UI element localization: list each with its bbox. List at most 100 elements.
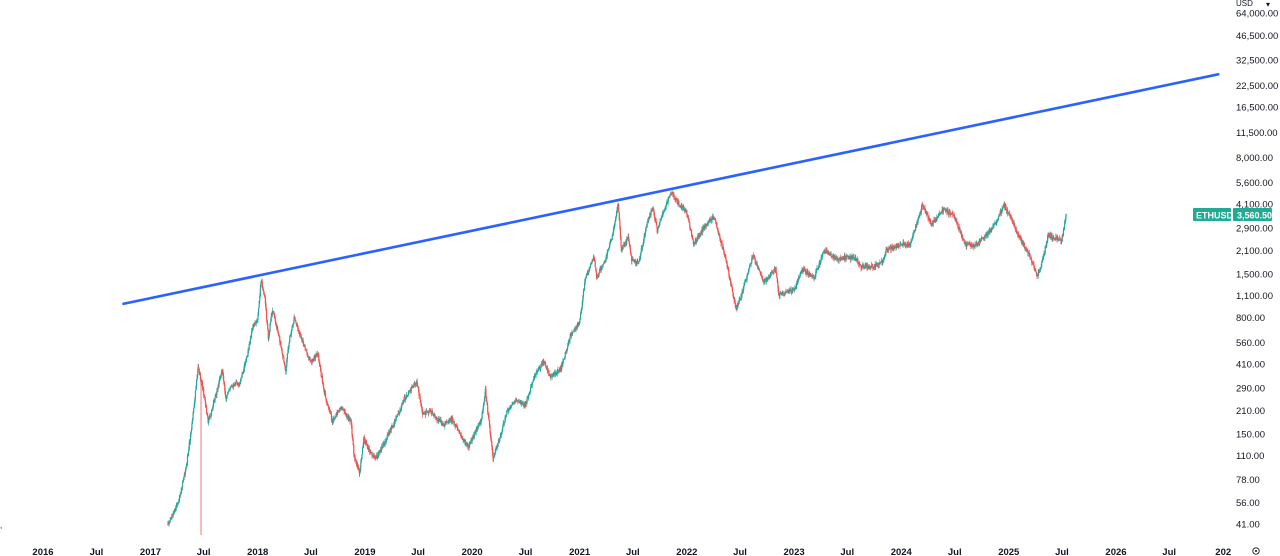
candle-body	[199, 373, 202, 380]
candle-body	[261, 281, 263, 283]
candle-body	[660, 219, 662, 221]
candle-body	[797, 277, 800, 281]
candle-body	[845, 256, 847, 259]
candle-body	[322, 381, 324, 385]
candle-body	[1040, 266, 1042, 269]
candle-body	[196, 375, 198, 380]
candle-body	[814, 276, 816, 279]
candle-body	[295, 320, 297, 323]
candle-body	[317, 353, 319, 355]
candle-body	[989, 229, 992, 233]
candle-body	[916, 222, 918, 226]
symbol-tag-box	[1193, 208, 1231, 221]
candle-body	[758, 268, 761, 271]
candle-body	[843, 257, 845, 259]
candle-body	[176, 503, 179, 505]
candle-body	[605, 256, 607, 260]
candle-body	[399, 410, 401, 413]
candle-body	[759, 270, 761, 272]
candle-body	[256, 319, 259, 321]
candle-body	[583, 289, 585, 291]
candle-body	[900, 244, 902, 245]
candle-body	[175, 507, 177, 511]
candle-body	[663, 211, 665, 213]
candle-body	[536, 370, 538, 374]
candle-body	[412, 385, 414, 388]
candle-body	[204, 400, 207, 405]
candle-body	[620, 236, 622, 247]
candle-body	[504, 417, 506, 423]
candle-body	[502, 426, 504, 431]
candle-body	[252, 326, 254, 328]
candle-body	[745, 279, 747, 281]
price-tick-label: 41.00	[1236, 520, 1260, 531]
candle-body	[1045, 242, 1047, 248]
candle-body	[1035, 270, 1037, 273]
candle-body	[779, 293, 781, 296]
price-axis[interactable]: 64,000.00 46,500.00 32,500.00 22,500.00 16,5…	[1236, 9, 1278, 531]
candle-body	[777, 288, 780, 294]
candle-body	[491, 446, 494, 453]
candle-body	[872, 265, 874, 269]
candle-body	[673, 198, 676, 199]
candle-body	[692, 239, 694, 244]
candle-body	[557, 370, 560, 372]
candle-body	[401, 403, 403, 406]
candle-body	[230, 385, 232, 388]
candle-body	[1005, 205, 1007, 210]
candle-body	[856, 258, 859, 262]
scale-settings-icon[interactable]	[1252, 547, 1260, 555]
candle-body	[668, 197, 670, 199]
time-axis[interactable]: 2016 Jul 2017 Jul 2018 Jul 2019 Jul 2020 Jul 2021 J…	[32, 547, 1231, 556]
candle-body	[193, 403, 195, 409]
candle-body	[816, 268, 818, 270]
trendline[interactable]	[122, 73, 1220, 306]
candle-body	[950, 213, 953, 215]
candle-body	[657, 227, 659, 233]
candle-body	[1035, 272, 1037, 274]
candle-body	[229, 388, 231, 391]
candle-body	[736, 305, 738, 310]
candle-body	[613, 227, 615, 230]
candle-body	[690, 230, 693, 237]
candle-body	[444, 423, 446, 427]
candle-body	[321, 376, 323, 382]
candle-body	[564, 352, 566, 358]
candle-body	[1051, 235, 1053, 238]
price-tick-label: 56.00	[1236, 498, 1260, 509]
candle-body	[957, 222, 959, 228]
candle-body	[553, 374, 555, 376]
candle-body	[1057, 239, 1060, 241]
candle-body	[684, 209, 686, 211]
candle-body	[292, 323, 294, 326]
candle-body	[274, 318, 276, 323]
candle-body	[996, 220, 998, 222]
price-tick-label: 210.00	[1236, 406, 1265, 417]
candle-body	[810, 275, 813, 277]
candle-body	[255, 322, 257, 324]
candle-body	[686, 210, 688, 215]
candle-body	[658, 222, 661, 226]
candle-body	[534, 375, 536, 376]
candle-body	[1062, 235, 1064, 237]
candle-body	[601, 266, 603, 267]
candle-body	[792, 289, 795, 290]
candle-body	[250, 331, 253, 338]
candle-body	[808, 273, 810, 276]
candle-body	[499, 437, 501, 442]
candle-body	[703, 225, 706, 230]
candle-body	[418, 389, 420, 396]
price-tick-label: 1,100.00	[1236, 291, 1273, 302]
currency-dropdown-icon[interactable]: ▾	[1266, 0, 1270, 9]
symbol-tag: ETHUSD	[1196, 211, 1234, 221]
candle-body	[353, 444, 355, 454]
candle-body	[452, 417, 454, 422]
candle-body	[176, 504, 178, 506]
price-tick-label: 8,000.00	[1236, 153, 1273, 164]
candle-body	[852, 256, 855, 258]
candle-body	[844, 258, 847, 260]
candle-body	[750, 262, 752, 264]
candle-body	[223, 381, 225, 386]
candle-body	[241, 372, 243, 378]
